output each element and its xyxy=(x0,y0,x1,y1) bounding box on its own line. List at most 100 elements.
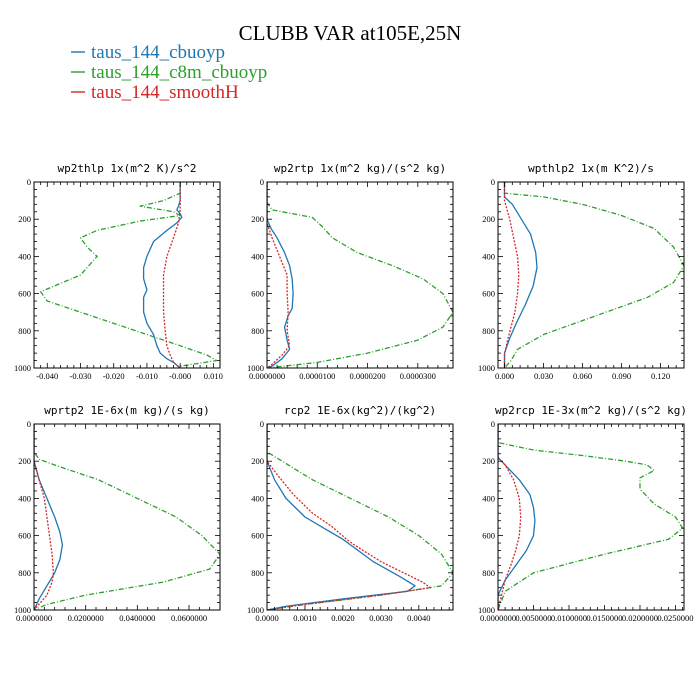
legend-label: taus_144_cbuoyp xyxy=(91,42,225,63)
x-tick-label: 0.090 xyxy=(612,371,631,381)
series-line xyxy=(498,424,684,610)
y-tick-label: 800 xyxy=(18,326,31,336)
series-line xyxy=(503,182,520,368)
y-tick-label: 800 xyxy=(251,568,264,578)
legend: taus_144_cbuoyptaus_144_c8m_cbuoyptaus_1… xyxy=(71,42,267,103)
series-line xyxy=(498,424,536,610)
x-tick-label: 0.0100000 xyxy=(551,613,587,623)
x-tick-label: 0.060 xyxy=(573,371,592,381)
series-line xyxy=(498,424,522,610)
series-line xyxy=(34,424,64,610)
y-tick-label: 0 xyxy=(260,419,264,429)
y-tick-label: 1000 xyxy=(478,363,495,373)
y-tick-label: 600 xyxy=(482,289,495,299)
y-tick-label: 400 xyxy=(251,251,264,261)
y-tick-label: 0 xyxy=(27,177,31,187)
series-line xyxy=(162,182,181,368)
panel-title: wp2rcp 1E-3x(m^2 kg)/(s^2 kg) xyxy=(495,404,687,417)
x-tick-label: 0.0150000 xyxy=(586,613,622,623)
x-tick-label: 0.0000 xyxy=(255,613,278,623)
series-line xyxy=(503,182,684,368)
series-line xyxy=(34,424,55,610)
series-line xyxy=(267,424,453,610)
y-tick-label: 800 xyxy=(18,568,31,578)
y-tick-label: 400 xyxy=(251,493,264,503)
series-group xyxy=(503,182,684,368)
x-tick-label: 0.0250000 xyxy=(657,613,693,623)
y-tick-label: 400 xyxy=(18,251,31,261)
plot-frame xyxy=(497,423,685,611)
y-tick-label: 200 xyxy=(251,214,264,224)
chart-panels: wp2thlp 1x(m^2 K)/s^2 0 200 400 600 800 1000 -0… xyxy=(14,162,694,623)
y-tick-label: 600 xyxy=(251,289,264,299)
series-group xyxy=(267,424,453,610)
series-line xyxy=(267,424,416,610)
panel-title: rcp2 1E-6x(kg^2)/(kg^2) xyxy=(284,404,436,417)
y-tick-label: 0 xyxy=(491,177,495,187)
series-group xyxy=(498,424,684,610)
plot-frame xyxy=(33,423,221,611)
legend-label: taus_144_smoothH xyxy=(91,82,239,103)
chart-panel: wp2rtp 1x(m^2 kg)/(s^2 kg) 0 200 400 600 800 1… xyxy=(247,162,454,381)
y-tick-label: 1000 xyxy=(247,605,264,615)
series-line xyxy=(267,182,453,368)
x-tick-label: 0.010 xyxy=(204,371,223,381)
y-tick-label: 200 xyxy=(18,456,31,466)
panel-title: wp2thlp 1x(m^2 K)/s^2 xyxy=(57,162,196,175)
x-tick-label: 0.000 xyxy=(495,371,514,381)
series-group xyxy=(34,424,220,610)
chart-panel: rcp2 1E-6x(kg^2)/(kg^2) 0 200 400 600 800 1000… xyxy=(247,404,454,623)
y-tick-label: 600 xyxy=(18,531,31,541)
legend-entry: taus_144_cbuoyp xyxy=(71,42,225,63)
y-tick-label: 200 xyxy=(18,214,31,224)
y-tick-label: 0 xyxy=(27,419,31,429)
x-tick-label: 0.0000000 xyxy=(249,371,285,381)
series-line xyxy=(39,182,218,368)
chart-panel: wpthlp2 1x(m K^2)/s 0 200 400 600 800 10000.00… xyxy=(478,162,685,381)
x-tick-label: 0.030 xyxy=(534,371,553,381)
x-tick-label: -0.010 xyxy=(136,371,158,381)
y-tick-label: 400 xyxy=(482,493,495,503)
series-line xyxy=(267,424,431,610)
series-group xyxy=(267,182,453,368)
y-tick-label: 400 xyxy=(482,251,495,261)
x-tick-label: 0.0050000 xyxy=(515,613,551,623)
figure-title: CLUBB VAR at105E,25N xyxy=(239,21,462,45)
x-tick-label: 0.0400000 xyxy=(119,613,155,623)
panel-title: wp2rtp 1x(m^2 kg)/(s^2 kg) xyxy=(274,162,446,175)
x-tick-label: 0.0020 xyxy=(331,613,354,623)
x-tick-label: 0.0040 xyxy=(407,613,430,623)
series-line xyxy=(34,424,220,610)
chart-panel: wp2rcp 1E-3x(m^2 kg)/(s^2 kg)0 200 400 600 8… xyxy=(478,404,694,623)
y-tick-label: 600 xyxy=(18,289,31,299)
y-tick-label: 200 xyxy=(482,456,495,466)
x-tick-label: 0.0000300 xyxy=(400,371,436,381)
x-tick-label: 0.0010 xyxy=(293,613,316,623)
x-tick-label: 0.0000000 xyxy=(16,613,52,623)
series-line xyxy=(267,182,294,368)
y-tick-label: 200 xyxy=(251,456,264,466)
series-line xyxy=(142,182,183,368)
y-tick-label: 0 xyxy=(491,419,495,429)
y-tick-label: 200 xyxy=(482,214,495,224)
x-tick-label: 0.0200000 xyxy=(622,613,658,623)
y-tick-label: 600 xyxy=(482,531,495,541)
y-tick-label: 1000 xyxy=(247,363,264,373)
legend-entry: taus_144_smoothH xyxy=(71,82,239,103)
x-tick-label: 0.0000100 xyxy=(299,371,335,381)
x-tick-label: 0.120 xyxy=(651,371,670,381)
legend-entry: taus_144_c8m_cbuoyp xyxy=(71,62,267,83)
panel-title: wprtp2 1E-6x(m kg)/(s kg) xyxy=(44,404,210,417)
panel-title: wpthlp2 1x(m K^2)/s xyxy=(528,162,654,175)
x-tick-label: 0.0000200 xyxy=(349,371,385,381)
y-tick-label: 600 xyxy=(251,531,264,541)
y-tick-label: 0 xyxy=(260,177,264,187)
x-tick-label: 0.0200000 xyxy=(68,613,104,623)
series-group xyxy=(39,182,218,368)
plot-frame xyxy=(33,181,221,369)
y-tick-label: 800 xyxy=(482,568,495,578)
x-tick-label: 0.0000000 xyxy=(480,613,516,623)
plot-frame xyxy=(497,181,685,369)
chart-panel: wprtp2 1E-6x(m kg)/(s kg) 0 200 400 600 800 10… xyxy=(14,404,221,623)
